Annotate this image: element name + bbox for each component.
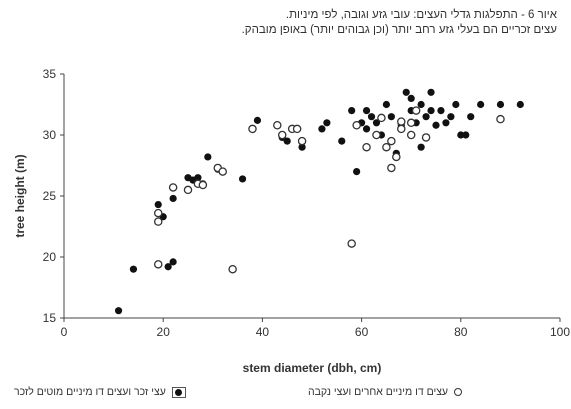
data-point-filled: [437, 107, 445, 115]
data-point-filled: [362, 125, 371, 133]
chart-axes: 0 20 40 60 80 100 15 20 25 30 35: [43, 67, 571, 339]
data-point-filled: [516, 100, 524, 109]
data-point-filled: [417, 143, 425, 151]
data-point-open: [496, 114, 505, 124]
data-point-filled: [432, 121, 440, 129]
data-point-filled: [238, 175, 247, 183]
data-point-open: [218, 167, 227, 176]
data-point-open: [347, 239, 356, 248]
data-point-filled: [447, 113, 455, 121]
y-tick-label: 30: [43, 128, 57, 142]
data-point-filled: [154, 200, 162, 209]
data-point-open: [153, 217, 163, 226]
data-point-filled: [367, 113, 376, 121]
data-point-open: [362, 142, 371, 152]
data-point-filled: [298, 143, 306, 151]
data-point-filled: [129, 265, 138, 273]
x-tick-label: 80: [454, 325, 468, 339]
x-tick-label: 40: [256, 325, 270, 339]
data-point-open: [406, 130, 416, 140]
x-tick-label: 0: [61, 325, 68, 339]
data-point-filled: [323, 119, 331, 127]
data-point-open: [411, 106, 421, 115]
chart-legend: עצי זכר ועצים דו מיניים מוטים לזכר עצים …: [0, 386, 571, 406]
data-point-filled: [417, 100, 425, 109]
data-point-filled: [194, 174, 202, 182]
data-point-open: [297, 136, 307, 146]
data-point-open: [228, 264, 237, 274]
y-axis-label: tree height (m): [13, 154, 27, 237]
legend-filled-marker-icon: [171, 386, 186, 398]
data-point-filled: [387, 113, 395, 121]
x-tick-label: 60: [355, 325, 369, 339]
data-point-filled: [407, 94, 415, 102]
caption-line-1: איור 6 - התפלגות גדלי העצים: עובי גזע וג…: [285, 9, 557, 21]
x-tick-label: 100: [550, 325, 570, 339]
data-point-open: [168, 183, 178, 192]
data-point-filled: [372, 119, 381, 127]
data-point-filled: [382, 100, 390, 109]
y-tick-label: 20: [43, 250, 57, 264]
data-point-filled: [496, 100, 505, 109]
data-point-filled: [457, 131, 465, 139]
legend-filled-label: עצי זכר ועצים דו מיניים מוטים לזכר: [14, 386, 166, 398]
data-point-open: [153, 208, 163, 218]
legend-open-label: עצים דו מיניים אחרים ועצי נקבה: [308, 386, 449, 398]
data-point-filled: [318, 125, 326, 133]
data-point-open: [273, 120, 282, 130]
data-point-open: [387, 163, 396, 173]
data-point-open: [421, 133, 431, 142]
data-point-open: [277, 130, 287, 140]
data-point-open: [377, 113, 386, 123]
data-point-open: [292, 124, 302, 134]
data-point-filled: [353, 168, 361, 176]
data-point-open: [153, 260, 163, 269]
data-point-filled: [169, 258, 177, 266]
data-point-filled: [467, 113, 475, 121]
legend-open-marker-icon: [454, 388, 463, 396]
data-point-open: [406, 118, 416, 128]
data-point-open: [397, 117, 406, 126]
data-point-filled: [169, 194, 177, 203]
data-point-filled: [253, 116, 262, 124]
x-tick-label: 20: [157, 325, 171, 339]
data-point-open: [387, 136, 396, 146]
data-point-open: [392, 152, 401, 162]
legend-item-open: עצים דו מיניים אחרים ועצי נקבה: [308, 386, 463, 398]
data-point-open: [352, 120, 361, 130]
data-point-filled: [362, 107, 371, 115]
data-point-filled: [422, 113, 430, 121]
data-point-filled: [204, 153, 212, 161]
data-point-open: [198, 180, 208, 190]
data-point-filled: [402, 88, 410, 96]
data-point-filled: [442, 119, 450, 127]
data-point-filled: [427, 88, 435, 96]
data-point-filled: [114, 307, 123, 315]
data-point-filled: [338, 137, 346, 145]
figure-caption: איור 6 - התפלגות גדלי העצים: עובי גזע וג…: [57, 8, 557, 38]
data-point-open: [183, 185, 193, 195]
legend-item-filled: עצי זכר ועצים דו מיניים מוטים לזכר: [14, 386, 186, 398]
chart-points: [114, 88, 524, 315]
x-axis-label: stem diameter (dbh, cm): [243, 361, 382, 375]
data-point-open: [248, 124, 257, 134]
data-point-filled: [348, 107, 356, 115]
scatter-chart: 0 20 40 60 80 100 15 20 25 30 35 stem diameter (db…: [13, 67, 571, 375]
data-point-open: [397, 124, 406, 134]
data-point-filled: [283, 137, 291, 145]
y-tick-label: 15: [43, 311, 57, 325]
y-tick-label: 25: [43, 189, 57, 203]
data-point-open: [372, 130, 381, 140]
data-point-filled: [452, 100, 460, 109]
data-point-open: [382, 142, 391, 152]
data-point-filled: [462, 131, 470, 139]
data-point-filled: [427, 107, 435, 115]
data-point-filled: [477, 100, 485, 109]
y-tick-label: 35: [43, 67, 57, 81]
caption-line-2: עצים זכריים הם בעלי גזע רחב יותר (וכן גב…: [241, 24, 557, 36]
data-point-filled: [164, 263, 172, 271]
